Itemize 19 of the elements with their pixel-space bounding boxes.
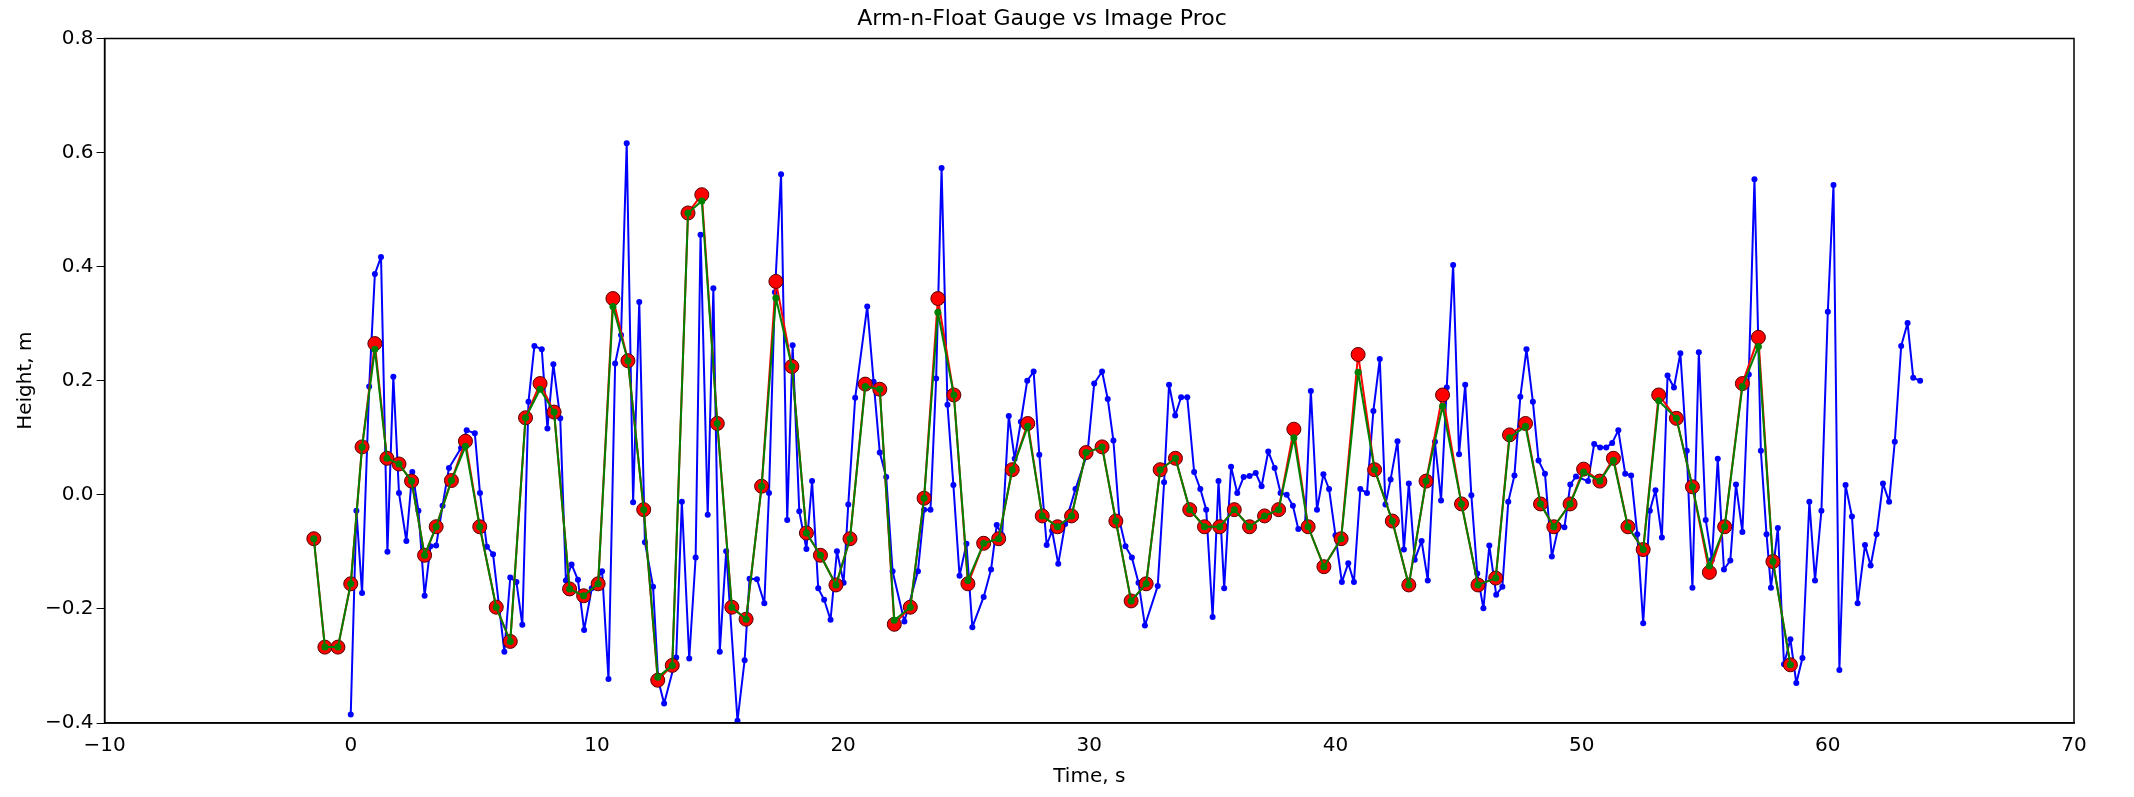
y-tick-label: 0.6 [61,138,94,163]
y-tick-label: −0.2 [44,595,94,620]
x-tick-label: 0 [344,732,358,757]
y-tick-label: 0.2 [61,366,94,391]
y-axis-title: Height, m [12,331,37,430]
y-tick-label: 0.0 [61,481,94,505]
x-tick-label: −10 [83,732,126,757]
y-tick-label: 0.8 [61,24,94,49]
x-tick-label: 40 [1322,732,1349,757]
x-tick-label: 60 [1815,732,1841,757]
x-axis-title: Time, s [1052,763,1126,788]
y-tick-label: −0.4 [44,709,94,734]
x-tick-label: 20 [830,732,856,757]
y-tick-label: 0.4 [61,252,94,277]
x-tick-label: 50 [1568,732,1595,757]
x-tick-label: 70 [2061,732,2087,757]
x-tick-label: 30 [1076,732,1103,757]
x-tick-label: 10 [584,732,610,757]
chart-title: Arm-n-Float Gauge vs Image Proc [857,4,1227,30]
